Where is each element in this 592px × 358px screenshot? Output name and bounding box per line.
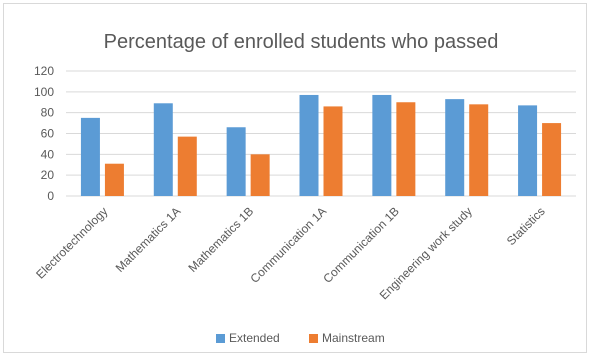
y-tick-label: 0 bbox=[47, 189, 54, 203]
category-labels: Electrotechnology Mathematics 1A Mathemati… bbox=[33, 204, 547, 302]
bars bbox=[80, 94, 562, 196]
category-label: Mathematics 1A bbox=[113, 204, 184, 275]
bar-mainstream-4 bbox=[396, 102, 416, 196]
bar-extended-0 bbox=[80, 117, 100, 196]
y-tick-label: 100 bbox=[34, 85, 54, 99]
bar-extended-5 bbox=[445, 99, 465, 196]
y-tick-label: 120 bbox=[34, 64, 54, 78]
legend-swatch-mainstream bbox=[309, 334, 318, 343]
chart-frame bbox=[3, 3, 587, 353]
bar-extended-6 bbox=[518, 105, 538, 196]
legend: Extended Mainstream bbox=[216, 331, 385, 345]
y-tick-label: 60 bbox=[41, 127, 55, 141]
bar-mainstream-1 bbox=[177, 136, 197, 196]
category-label: Communication 1B bbox=[320, 204, 402, 286]
bar-extended-3 bbox=[299, 94, 319, 196]
bar-extended-4 bbox=[372, 94, 392, 196]
category-label: Electrotechnology bbox=[33, 204, 110, 281]
gridlines bbox=[66, 70, 576, 197]
legend-label-mainstream: Mainstream bbox=[322, 331, 385, 345]
y-axis-ticks: 0 20 40 60 80 100 120 bbox=[34, 64, 54, 203]
y-tick-label: 80 bbox=[41, 106, 55, 120]
bar-mainstream-3 bbox=[323, 106, 343, 196]
bar-mainstream-0 bbox=[104, 163, 124, 196]
category-label: Communication 1A bbox=[248, 204, 330, 286]
y-tick-label: 20 bbox=[41, 168, 55, 182]
bar-extended-2 bbox=[226, 127, 246, 196]
legend-label-extended: Extended bbox=[229, 331, 280, 345]
bar-mainstream-5 bbox=[469, 104, 489, 196]
chart-title: Percentage of enrolled students who pass… bbox=[104, 31, 499, 53]
category-label: Statistics bbox=[504, 204, 548, 248]
legend-swatch-extended bbox=[216, 334, 225, 343]
y-tick-label: 40 bbox=[41, 147, 55, 161]
bar-extended-1 bbox=[153, 103, 173, 196]
bar-mainstream-2 bbox=[250, 154, 270, 196]
bar-mainstream-6 bbox=[542, 123, 562, 196]
category-label: Mathematics 1B bbox=[186, 204, 257, 275]
